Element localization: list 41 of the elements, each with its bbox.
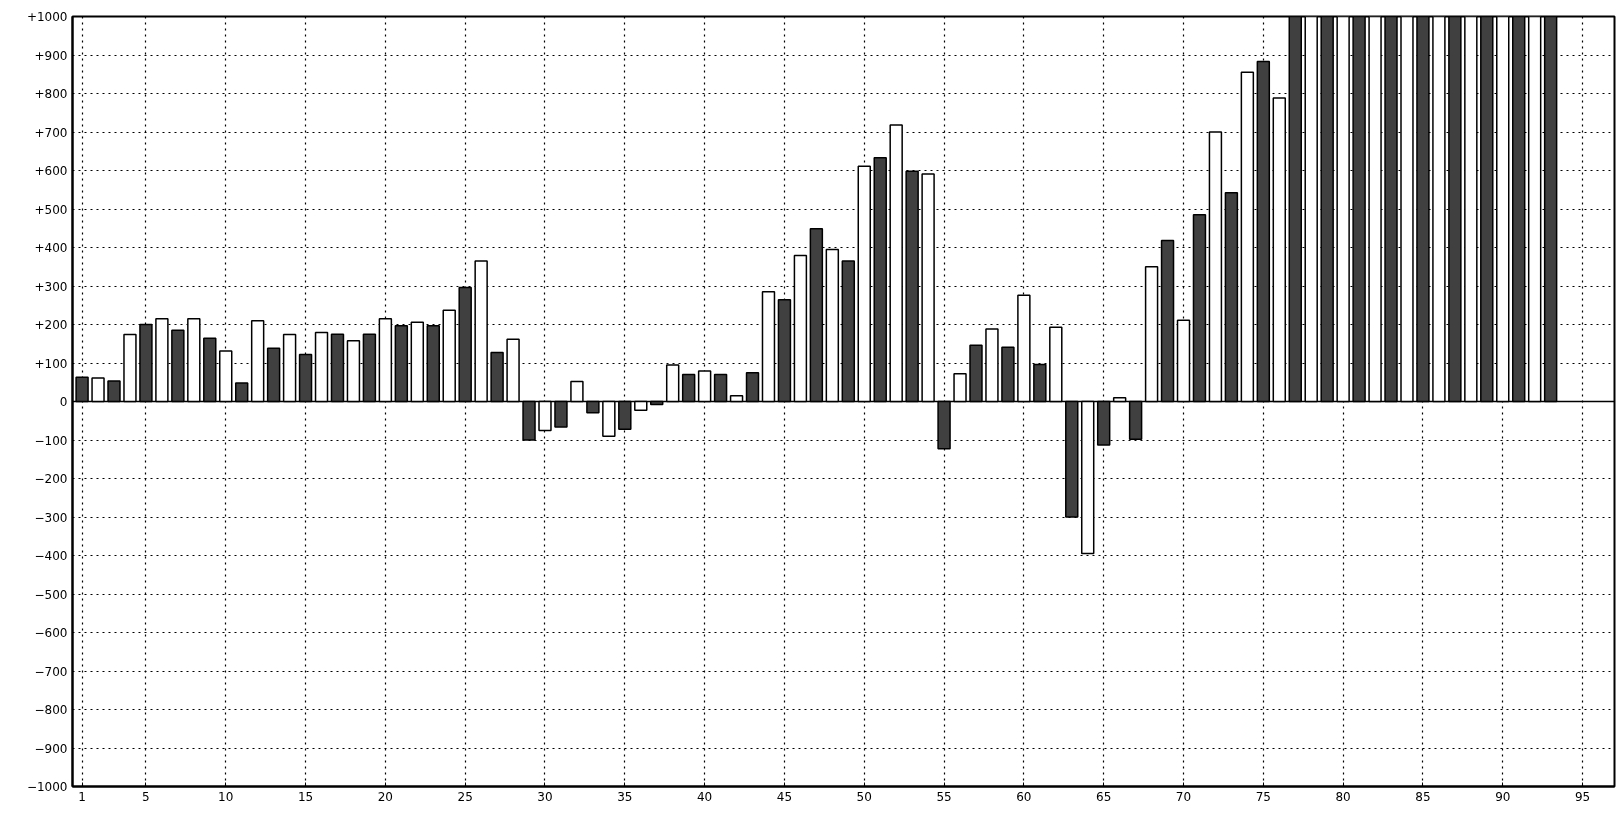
x-tick-label: 20 (377, 789, 394, 804)
y-tick-label: +1000 (26, 10, 68, 24)
x-tick-label: 35 (617, 789, 633, 804)
y-tick-label: −100 (34, 433, 68, 448)
y-tick-label: −800 (34, 703, 68, 717)
y-tick-label: +700 (34, 125, 68, 140)
x-tick-label: 50 (856, 789, 872, 804)
x-tick-label: 85 (1415, 789, 1431, 804)
y-tick-label: +600 (34, 164, 68, 178)
x-tick-label: 65 (1096, 789, 1112, 804)
x-tick-label: 10 (218, 789, 234, 804)
x-tick-label: 90 (1495, 789, 1511, 804)
x-tick-label: 75 (1255, 789, 1271, 804)
x-tick-label: 95 (1574, 789, 1591, 804)
y-tick-label: +800 (34, 87, 68, 101)
y-tick-label: +300 (34, 279, 68, 294)
y-tick-label: +400 (34, 241, 68, 255)
y-tick-label: +500 (34, 202, 68, 217)
x-tick-label: 40 (696, 789, 713, 804)
y-tick-label: −300 (34, 510, 68, 525)
x-tick-label: 25 (457, 789, 473, 804)
y-tick-label: −400 (34, 549, 68, 563)
y-tick-label: −1000 (26, 780, 68, 794)
y-tick-label: 0 (59, 395, 68, 409)
x-tick-label: 55 (936, 789, 952, 804)
x-tick-label: 45 (776, 789, 793, 804)
x-tick-label: 70 (1175, 789, 1192, 804)
y-tick-label: +200 (34, 318, 68, 332)
y-tick-label: −900 (34, 741, 68, 756)
x-tick-label: 60 (1016, 789, 1032, 804)
x-tick-label: 5 (142, 789, 150, 804)
x-tick-label: 15 (297, 789, 314, 804)
y-tick-label: +100 (34, 356, 68, 371)
y-tick-label: −600 (34, 626, 68, 640)
y-tick-label: −500 (34, 587, 68, 602)
x-tick-label: 30 (537, 789, 553, 804)
y-tick-label: −700 (34, 664, 68, 679)
x-tick-label: 1 (78, 789, 86, 804)
y-tick-label: +900 (34, 48, 68, 63)
x-tick-label: 80 (1335, 789, 1351, 804)
y-tick-label: −200 (34, 472, 68, 486)
